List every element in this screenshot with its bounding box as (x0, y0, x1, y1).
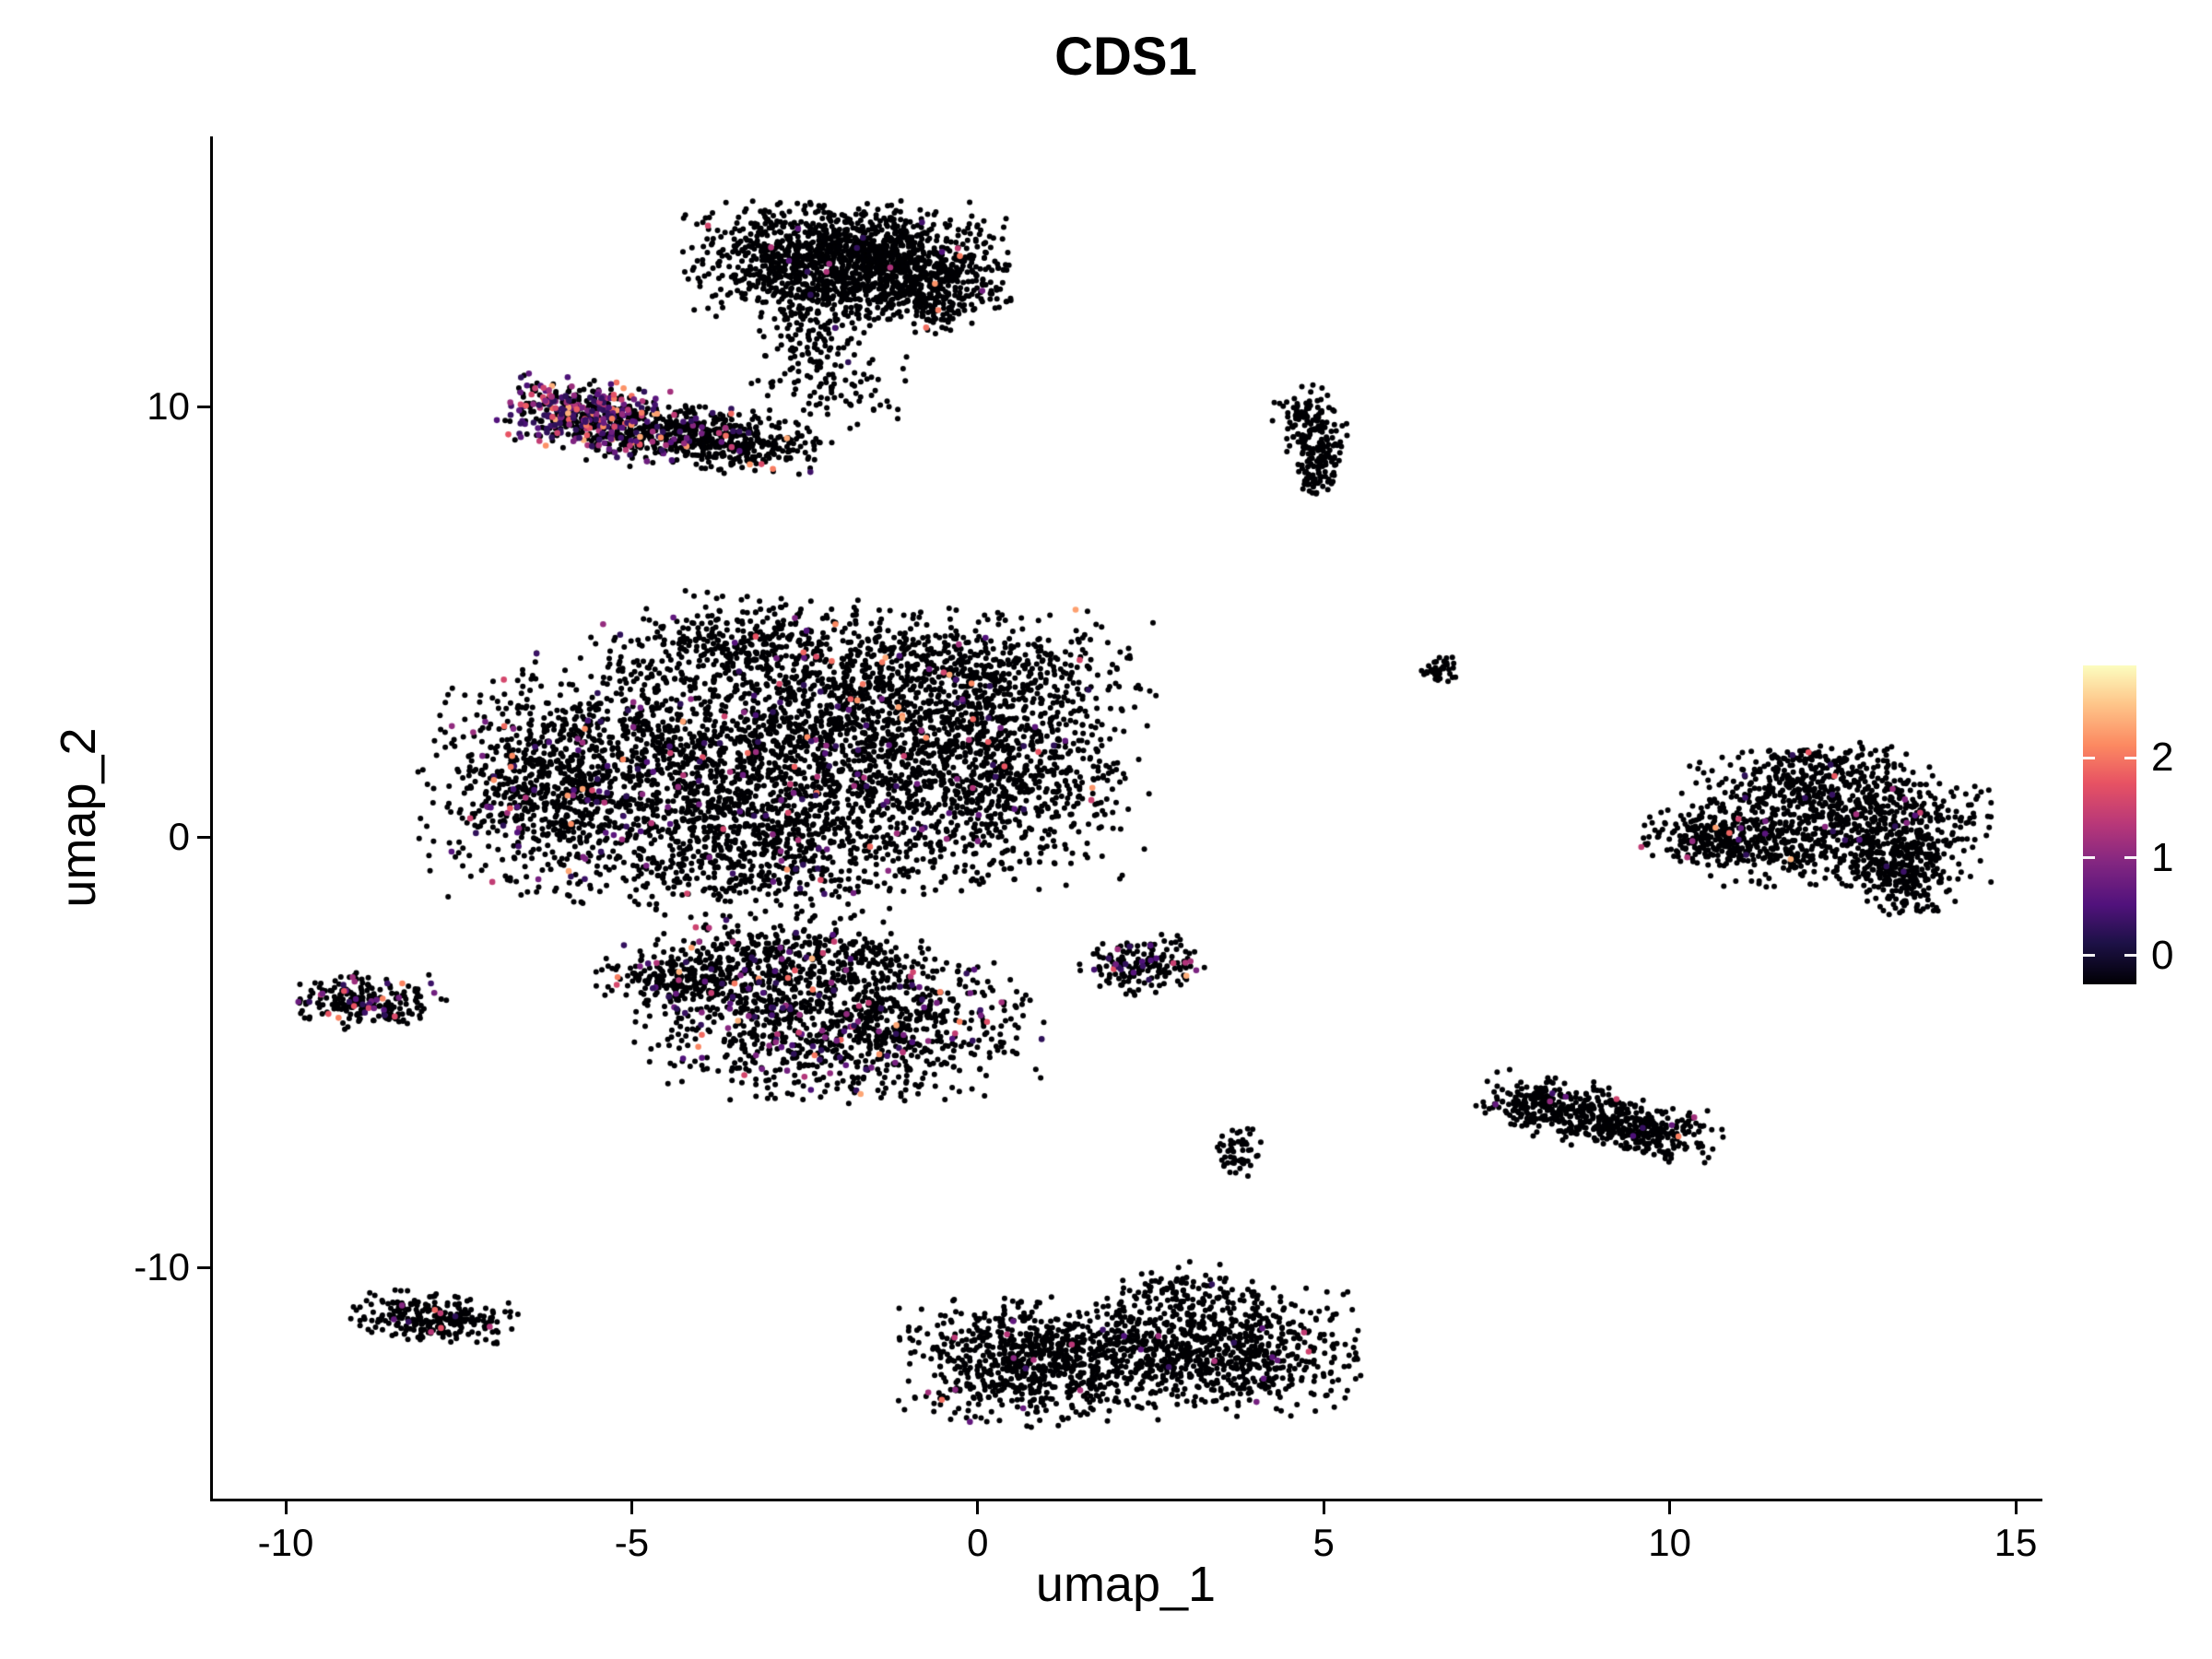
colorbar-tick-mark (2083, 756, 2095, 759)
x-tick-label: 0 (967, 1521, 989, 1564)
x-tick-mark (2014, 1501, 2018, 1514)
x-tick-label: 5 (1312, 1521, 1335, 1564)
colorbar-tick-label: 1 (2151, 834, 2174, 880)
colorbar-tick-mark (2083, 954, 2095, 958)
y-tick-label: 0 (168, 815, 190, 858)
x-axis-line (210, 1499, 2042, 1501)
colorbar-gradient (2083, 665, 2136, 984)
x-tick-mark (976, 1501, 980, 1514)
x-tick-label: 15 (1994, 1521, 2038, 1564)
colorbar-tick-mark (2124, 856, 2136, 860)
x-tick-mark (1322, 1501, 1325, 1514)
y-tick-label: -10 (134, 1245, 190, 1288)
colorbar-tick-mark (2124, 756, 2136, 759)
y-tick-label: 10 (147, 384, 190, 428)
x-tick-mark (629, 1501, 633, 1514)
x-tick-mark (284, 1501, 288, 1514)
colorbar-tick-mark (2124, 954, 2136, 958)
y-axis-line (210, 136, 213, 1501)
y-tick-mark (197, 835, 210, 839)
scatter-canvas (212, 136, 2040, 1499)
colorbar (2083, 665, 2136, 984)
x-tick-label: -5 (614, 1521, 650, 1564)
colorbar-tick-label: 0 (2151, 932, 2174, 978)
y-tick-mark (197, 405, 210, 408)
colorbar-tick-mark (2083, 856, 2095, 860)
colorbar-tick-label: 2 (2151, 735, 2174, 781)
x-axis-label: umap_1 (1035, 1557, 1217, 1612)
x-tick-label: -10 (257, 1521, 314, 1564)
x-tick-mark (1668, 1501, 1672, 1514)
chart-title: CDS1 (1054, 27, 1197, 87)
x-tick-label: 10 (1648, 1521, 1691, 1564)
y-axis-label: umap_2 (51, 727, 106, 908)
y-tick-mark (197, 1265, 210, 1269)
